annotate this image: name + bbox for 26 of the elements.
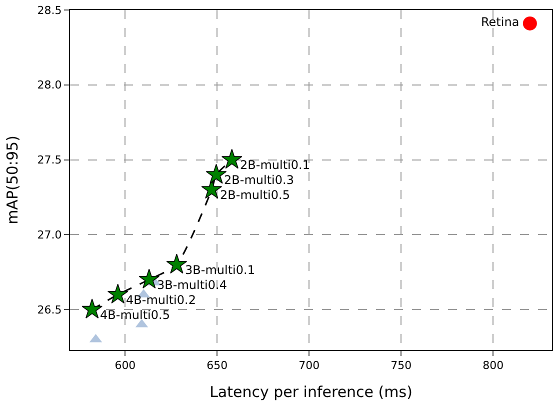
point (82, 298, 102, 318)
point (107, 284, 128, 304)
point (522, 16, 537, 30)
y-axis-title: mAP(50:95) (4, 136, 22, 224)
annotation: 3B-multi0.1 (185, 263, 255, 277)
y-tick-label: 28.0 (37, 78, 62, 92)
annotation: 4B-multi0.2 (126, 293, 196, 307)
annotation: 3B-multi0.4 (157, 278, 227, 292)
x-tick-label: 650 (206, 359, 228, 372)
point (222, 148, 242, 169)
x-tick-label: 700 (298, 359, 320, 372)
annotation: 2B-multi0.1 (240, 158, 310, 172)
x-tick-label: 600 (114, 359, 136, 372)
point (138, 268, 160, 288)
y-tick-label: 28.5 (37, 4, 62, 17)
y-tick-label: 27.0 (37, 228, 62, 242)
x-tick-label: 800 (482, 359, 504, 372)
annotation: Retina (481, 15, 520, 29)
point (166, 254, 188, 274)
y-tick-label: 26.5 (37, 303, 62, 316)
y-tick-label: 27.5 (37, 154, 62, 167)
annotation: 2B-multi0.5 (220, 188, 290, 202)
x-tick-label: 750 (390, 359, 412, 372)
annotation: 4B-multi0.5 (100, 308, 170, 322)
x-axis-title: Latency per inference (ms) (210, 383, 412, 402)
annotation: 2B-multi0.3 (224, 173, 294, 187)
